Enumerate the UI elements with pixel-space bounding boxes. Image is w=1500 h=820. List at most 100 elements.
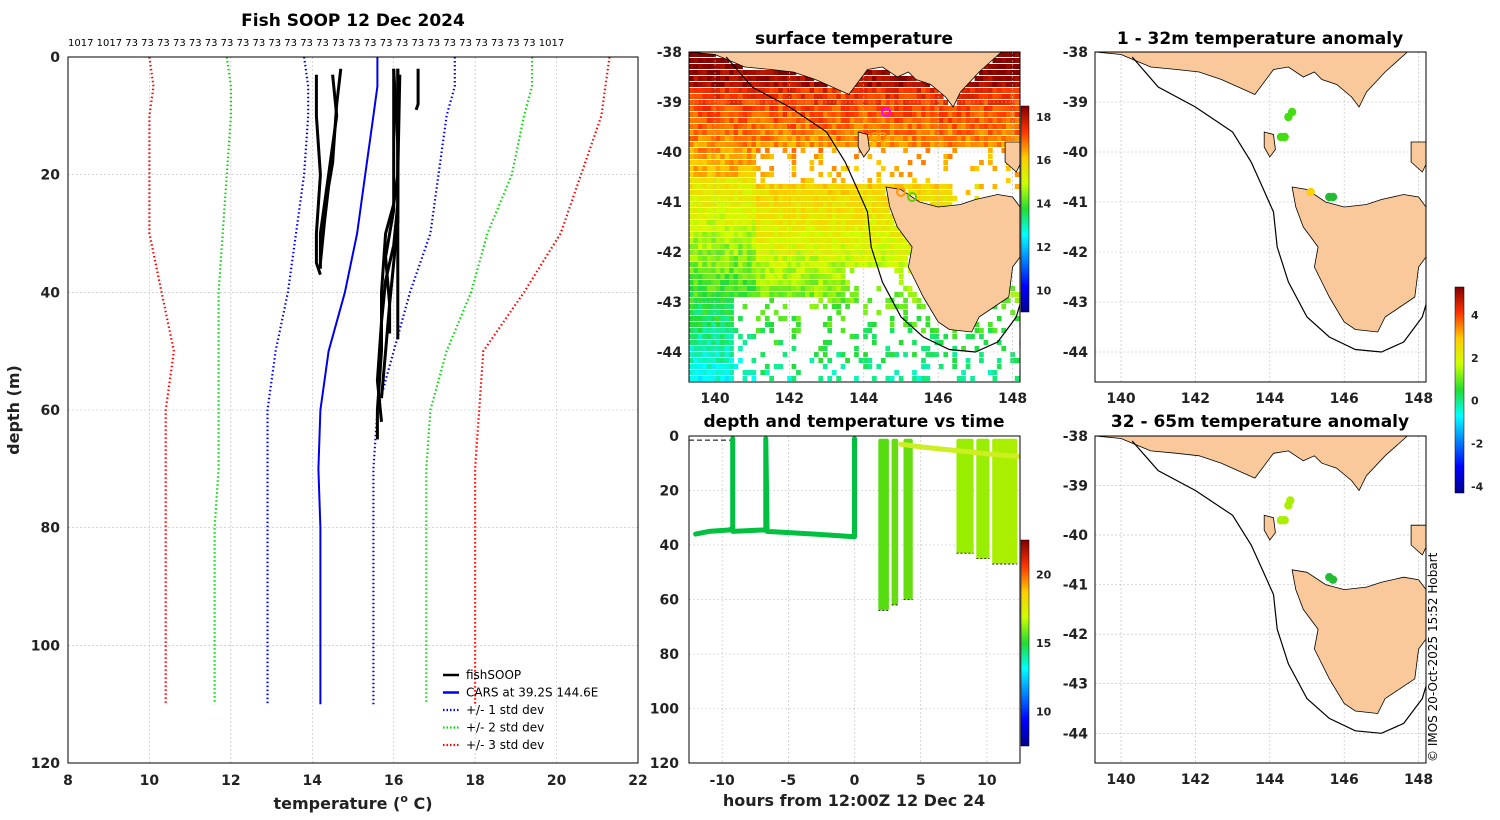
sst-cell [706, 178, 712, 183]
sst-cell [800, 202, 806, 207]
sst-cell [992, 88, 998, 93]
sst-cell [733, 274, 739, 279]
sst-cell [729, 214, 734, 219]
sst-cell [930, 334, 935, 339]
sst-cell [916, 130, 922, 135]
sst-cell [996, 58, 1002, 63]
sst-cell [885, 76, 891, 81]
sst-cell [903, 244, 908, 249]
sst-cell [742, 166, 748, 171]
sst-cell [903, 304, 908, 309]
sst-cell [702, 88, 708, 93]
sst-cell [898, 256, 904, 261]
sst-cell [715, 208, 721, 213]
sst-cell [809, 292, 815, 297]
sst-cell [755, 220, 761, 225]
sst-cell [814, 352, 819, 357]
sst-cell [738, 256, 743, 261]
sst-cell [747, 370, 752, 375]
profile-xtick-label: 18 [465, 773, 484, 789]
sst-cell [889, 100, 895, 105]
sst-cell [885, 214, 891, 219]
sst-cell [1005, 82, 1011, 87]
sst-cell [769, 244, 774, 249]
sst-cell [751, 250, 757, 255]
sst-cell [747, 112, 752, 117]
sst-cell [867, 196, 873, 201]
sst-cell [706, 166, 712, 171]
sst-cell [764, 370, 770, 375]
sst-cell [782, 82, 788, 87]
sst-cell [916, 304, 922, 309]
sst-cell [827, 196, 833, 201]
sst-cell [876, 82, 882, 87]
sst-cell [805, 238, 810, 243]
sst-cell [836, 232, 841, 237]
sst-cell [747, 238, 752, 243]
sst-cell [702, 130, 708, 135]
sst-cell [764, 238, 770, 243]
profile-xtick-label: 12 [221, 773, 240, 789]
sst-cell [711, 334, 716, 339]
sst-cell [992, 124, 998, 129]
sst-cell [800, 112, 806, 117]
sst-cell [689, 88, 694, 93]
credit-text: © IMOS 20-Oct-2025 15:52 Hobart [1426, 552, 1440, 762]
sst-cell [947, 118, 953, 123]
sst-cell [872, 226, 877, 231]
sst-cell [863, 100, 868, 105]
sst-cell [800, 178, 806, 183]
sst-cell [764, 286, 770, 291]
sst-cell [867, 226, 873, 231]
sst-cell [907, 250, 913, 255]
sst-cell [831, 100, 837, 105]
sst-cell [796, 106, 801, 111]
sst-cell [791, 214, 797, 219]
sst-cell [983, 118, 989, 123]
sst-cell [720, 286, 725, 291]
sst-cell [907, 160, 913, 165]
sst-cell [751, 166, 757, 171]
sst-cell [849, 208, 855, 213]
sst-cell [992, 106, 998, 111]
sst-cell [782, 208, 788, 213]
sst-cell [863, 208, 868, 213]
sst-cell [702, 160, 708, 165]
sst-cell [827, 328, 833, 333]
sst-cell [738, 82, 743, 87]
sst-cell [733, 280, 739, 285]
sst-cell [898, 100, 904, 105]
sst-cell [747, 214, 752, 219]
sst-cell [849, 136, 855, 141]
sst-cell [697, 82, 703, 87]
sst-cell [1005, 100, 1011, 105]
sst-cell [697, 232, 703, 237]
sst-cell [849, 184, 855, 189]
sst-cell [733, 250, 739, 255]
sst-cell [778, 238, 783, 243]
sst-cell [747, 274, 752, 279]
sst-cell [867, 88, 873, 93]
sst-cell [1014, 112, 1020, 117]
sst-cell [769, 298, 774, 303]
sst-cell [689, 184, 694, 189]
sst-cell [818, 262, 824, 267]
sst-cell [1010, 100, 1015, 105]
sst-cell [814, 226, 819, 231]
sst-cell [791, 148, 797, 153]
sst-cell [854, 124, 859, 129]
sst-cell [867, 130, 873, 135]
sst-cell [836, 214, 841, 219]
sst-cell [805, 190, 810, 195]
sst-cell [796, 238, 801, 243]
sst-cell [711, 166, 716, 171]
sst-cell [1005, 106, 1011, 111]
profile-series-line [372, 57, 456, 705]
sst-cell [729, 340, 734, 345]
sst-cell [755, 100, 761, 105]
sst-cell [889, 322, 895, 327]
sst-cell [720, 208, 725, 213]
sst-cell [720, 190, 725, 195]
sst-cell [1014, 64, 1020, 69]
sst-cell [805, 250, 810, 255]
